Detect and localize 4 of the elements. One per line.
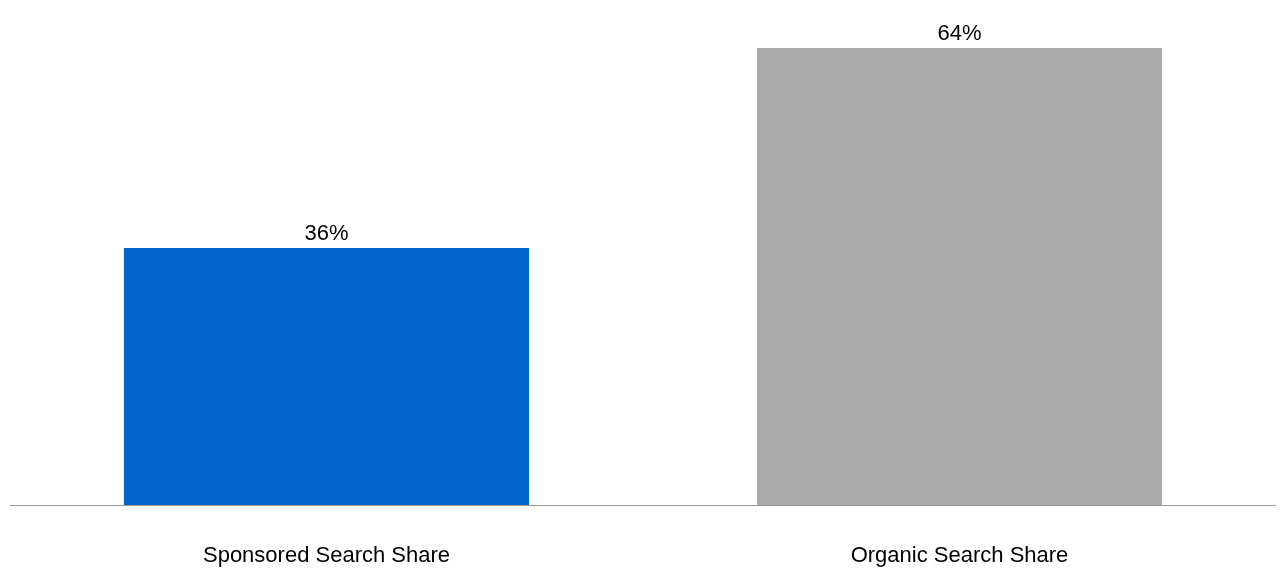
data-label: 64%	[937, 19, 982, 45]
x-tick-label: Organic Search Share	[850, 542, 1069, 568]
x-tick-label: Sponsored Search Share	[202, 542, 451, 568]
data-label: 36%	[304, 219, 349, 245]
